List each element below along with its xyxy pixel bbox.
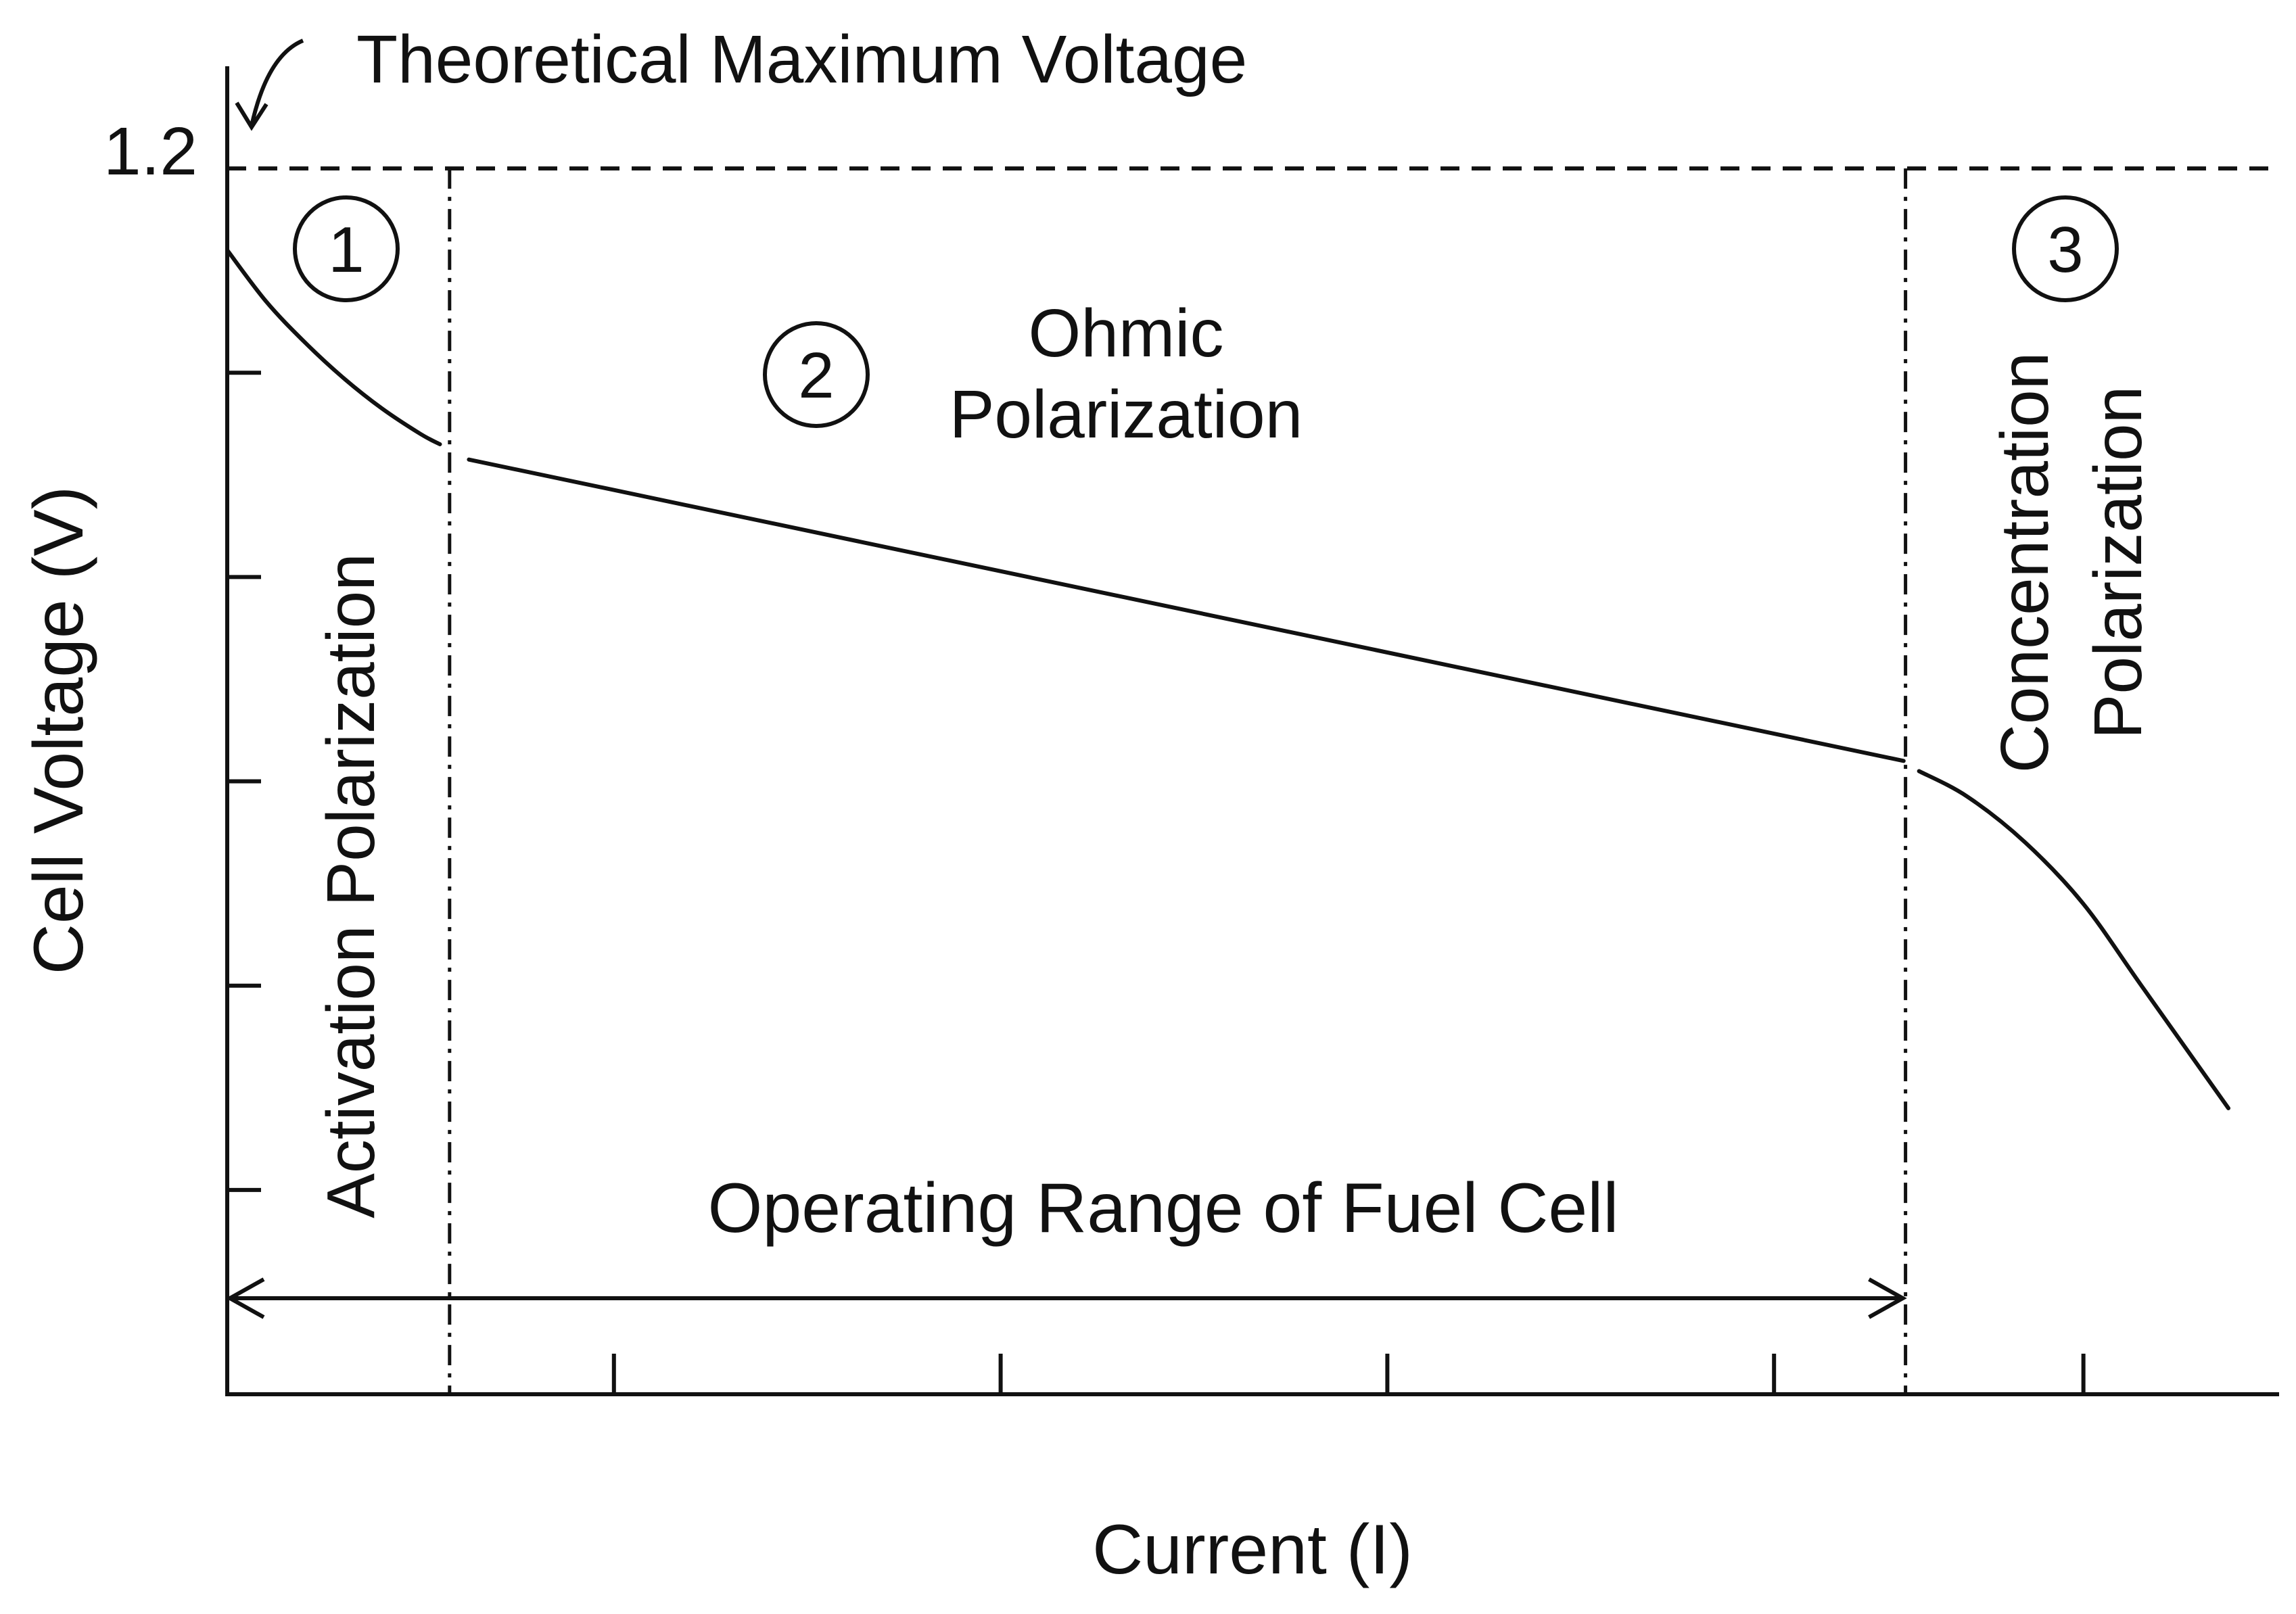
- axes: [225, 66, 2279, 1396]
- x-ticks: [611, 1354, 2086, 1394]
- region-3-circle: [2012, 195, 2119, 302]
- region-3-name-line1: Concentration: [1987, 352, 2063, 774]
- region-3-label: 3 Concentration Polarization: [1987, 195, 2156, 774]
- y-tick-label-max: 1.2: [103, 114, 197, 189]
- y-axis-label: Cell Voltage (V): [20, 486, 98, 975]
- operating-range-label: Operating Range of Fuel Cell: [708, 1169, 1619, 1248]
- region-2-name-line2: Polarization: [950, 377, 1303, 452]
- y-ticks: [227, 371, 261, 1192]
- region-2-circle: [763, 321, 870, 428]
- region-3-name-line2: Polarization: [2080, 386, 2156, 740]
- curve-ohmic: [467, 457, 1906, 763]
- curved-arrow-head-icon: [235, 101, 268, 131]
- max-voltage-label: Theoretical Maximum Voltage: [356, 22, 1247, 97]
- polarization-curves: [225, 247, 2231, 1110]
- region-2-number: 2: [798, 339, 834, 412]
- arrow-left-head-icon: [225, 1277, 265, 1319]
- region-1-name: Activation Polarization: [313, 553, 389, 1218]
- max-voltage-annotation: Theoretical Maximum Voltage: [235, 22, 1247, 131]
- operating-range-arrow: [225, 1277, 1907, 1319]
- x-axis-label: Current (I): [1092, 1511, 1413, 1589]
- region-3-number: 3: [2047, 214, 2083, 286]
- curve-activation: [225, 247, 442, 446]
- region-1-label: 1 Activation Polarization: [293, 195, 400, 1218]
- region-2-label: 2 Ohmic Polarization: [763, 295, 1303, 452]
- region-boundaries: [448, 168, 1908, 1394]
- curved-arrow-icon: [250, 39, 304, 126]
- region-2-name-line1: Ohmic: [1029, 295, 1224, 371]
- region-1-circle: [293, 195, 400, 302]
- curve-concentration: [1917, 769, 2231, 1110]
- region-1-number: 1: [328, 214, 364, 286]
- arrow-right-head-icon: [1868, 1277, 1907, 1319]
